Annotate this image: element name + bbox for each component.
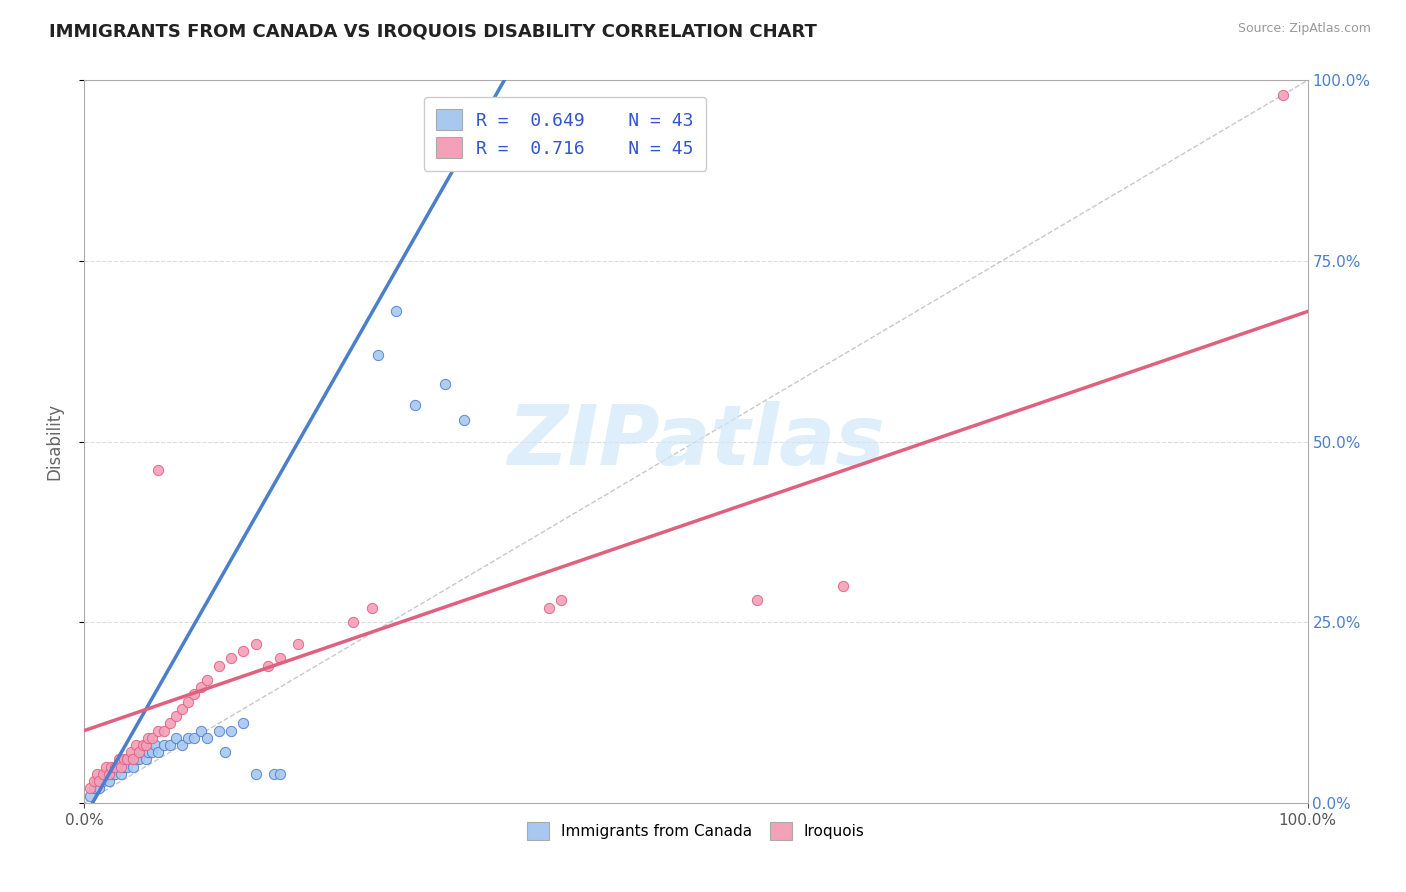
Point [177,695,200,709]
Point [342,615,364,630]
Text: IMMIGRANTS FROM CANADA VS IROQUOIS DISABILITY CORRELATION CHART: IMMIGRANTS FROM CANADA VS IROQUOIS DISAB… [49,22,817,40]
Point [128,745,150,759]
Point [232,644,254,658]
Point [125,738,148,752]
Point [120,752,142,766]
Point [87,781,110,796]
Point [219,723,242,738]
Point [141,731,163,745]
Point [831,579,853,593]
Point [141,745,163,759]
Point [112,760,135,774]
Point [287,637,309,651]
Point [172,738,194,752]
Point [183,731,205,745]
Point [385,304,408,318]
Point [110,767,132,781]
Point [232,716,254,731]
Point [104,767,127,781]
Legend: Immigrants from Canada, Iroquois: Immigrants from Canada, Iroquois [522,816,870,846]
Point [86,767,108,781]
Point [367,348,389,362]
Point [132,745,155,759]
Point [172,702,194,716]
Text: ZIPatlas: ZIPatlas [508,401,884,482]
Point [97,774,120,789]
Point [122,752,145,766]
Point [159,716,181,731]
Point [135,752,157,766]
Point [110,760,132,774]
Text: Source: ZipAtlas.com: Source: ZipAtlas.com [1237,22,1371,36]
Point [87,774,110,789]
Point [219,651,242,665]
Point [100,767,122,781]
Point [136,745,159,759]
Point [453,413,475,427]
Point [434,376,457,391]
Point [86,774,108,789]
Point [263,767,285,781]
Point [132,738,155,752]
Point [122,760,145,774]
Point [1272,87,1295,102]
Point [208,658,231,673]
Point [208,723,231,738]
Point [153,723,176,738]
Point [404,398,426,412]
Y-axis label: Disability: Disability [45,403,63,480]
Point [146,723,169,738]
Point [96,760,118,774]
Point [183,687,205,701]
Point [153,738,176,752]
Point [115,760,138,774]
Point [115,752,138,766]
Point [195,731,218,745]
Point [165,709,187,723]
Point [83,781,105,796]
Point [245,767,267,781]
Point [143,738,166,752]
Point [747,593,769,607]
Point [538,600,561,615]
Point [135,738,157,752]
Point [159,738,181,752]
Point [128,752,150,766]
Point [120,745,142,759]
Point [125,752,148,766]
Point [245,637,267,651]
Point [550,593,572,607]
Point [195,673,218,687]
Point [96,767,118,781]
Point [107,752,129,766]
Point [112,752,135,766]
Point [91,774,114,789]
Point [104,760,127,774]
Point [190,723,212,738]
Point [269,651,291,665]
Point [79,781,101,796]
Point [269,767,291,781]
Point [165,731,187,745]
Point [214,745,236,759]
Point [146,745,169,759]
Point [83,774,105,789]
Point [136,731,159,745]
Point [107,760,129,774]
Point [91,767,114,781]
Point [79,789,101,803]
Point [360,600,382,615]
Point [177,731,200,745]
Point [100,760,122,774]
Point [190,680,212,694]
Point [257,658,280,673]
Point [97,767,120,781]
Point [146,463,169,477]
